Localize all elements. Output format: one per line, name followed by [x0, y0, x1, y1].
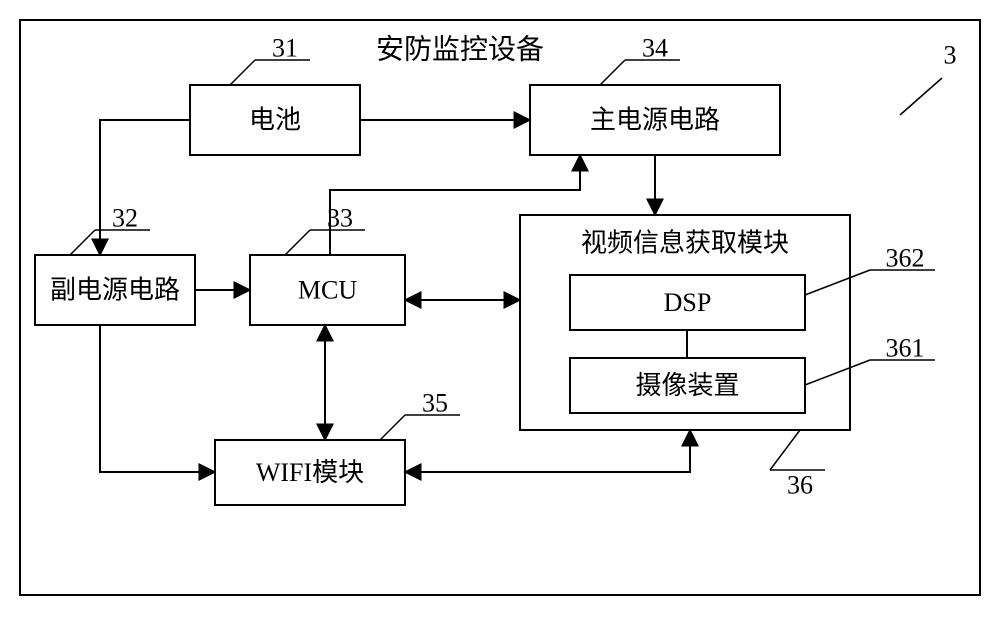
diagram-title: 安防监控设备	[376, 34, 544, 66]
leader-33	[285, 230, 310, 255]
ref-outer: 3	[944, 41, 957, 70]
leader-34	[600, 60, 625, 85]
leader-outer	[900, 78, 942, 115]
ref-32: 32	[112, 204, 138, 233]
block-label-aux_power: 副电源电路	[50, 276, 180, 305]
block-label-dsp: DSP	[664, 288, 712, 317]
arrow-battery-to-aux	[100, 120, 190, 255]
block-label-mcu: MCU	[298, 276, 357, 305]
leader-32	[70, 230, 95, 255]
block-label-video_module: 视频信息获取模块	[581, 229, 789, 258]
block-label-wifi: WIFI模块	[256, 458, 364, 487]
ref-33: 33	[327, 204, 353, 233]
block-label-battery: 电池	[249, 106, 301, 135]
block-label-camera: 摄像装置	[635, 371, 739, 400]
ref-362: 362	[886, 244, 925, 273]
arrow-aux-to-wifi	[100, 325, 215, 472]
block-label-main_power: 主电源电路	[590, 106, 720, 135]
ref-361: 361	[886, 334, 925, 363]
arrow-wifi-video-bi	[405, 430, 690, 472]
ref-35: 35	[422, 389, 448, 418]
block-diagram: 安防监控设备 3 电池 主电源电路副电源电路 MCU WIFI模块 视频信息获取模块 DS…	[0, 0, 1000, 628]
ref-36: 36	[787, 471, 813, 500]
ref-34: 34	[642, 34, 668, 63]
leader-31	[230, 60, 255, 85]
ref-31: 31	[272, 34, 298, 63]
leader-36	[770, 430, 800, 470]
leader-35	[380, 415, 405, 440]
